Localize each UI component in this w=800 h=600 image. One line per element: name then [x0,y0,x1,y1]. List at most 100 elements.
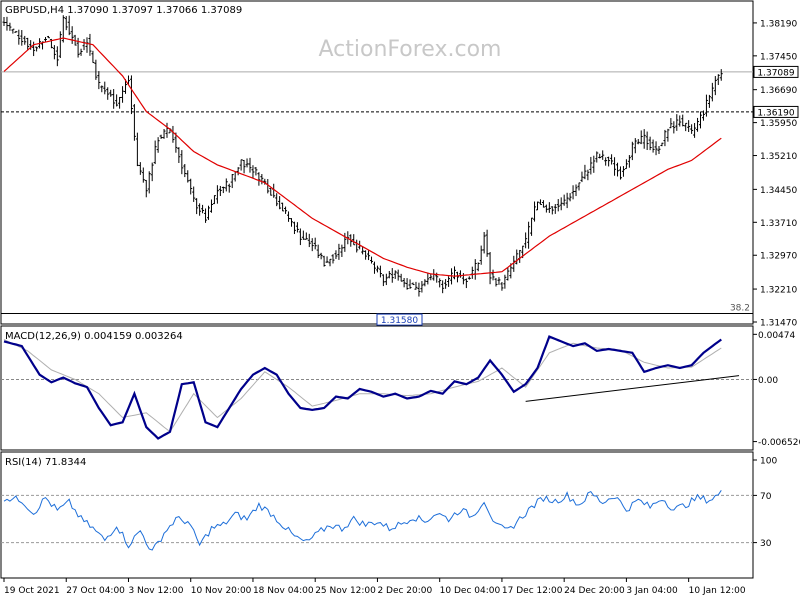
price-bar [215,185,219,204]
price-bar [183,164,187,178]
price-bar [159,134,163,139]
price-bar [562,194,566,206]
price-bar [618,166,622,180]
current-price-box-rect [753,65,799,78]
price-bar [657,146,661,155]
x-tick-label: 2 Dec 20:00 [377,586,432,596]
price-bar [527,221,531,249]
price-bar [132,104,136,141]
price-bar [601,150,605,160]
price-y-axis: 1.38190 1.37450 1.36690 1.35950 1.35210 1.344… [753,19,797,329]
price-bar [257,172,261,186]
price-bar [298,228,302,246]
price-bar [292,221,296,235]
price-bar [583,164,587,180]
price-bar [574,184,578,197]
price-bar [491,269,495,281]
price-tick-label: 1.38190 [760,19,797,29]
price-bar [547,202,551,213]
price-bar [162,129,166,139]
price-bar [381,274,385,287]
price-bar [627,155,631,168]
price-bar [633,138,637,154]
price-bar [503,274,507,289]
price-bar [438,278,442,288]
price-bar [624,159,628,170]
price-bar [704,94,708,117]
price-tick-label: 1.32210 [760,286,797,296]
price-bar [58,31,62,59]
price-bar [538,199,542,205]
x-axis: 19 Oct 2021 27 Oct 04:00 3 Nov 12:00 10 Nov… [3,578,746,596]
price-bar [153,140,157,165]
price-tick-label: 1.37450 [760,52,797,62]
price-tick-label: 1.32970 [760,252,797,262]
price-bar [124,79,128,94]
price-bar [328,258,332,267]
price-bar [224,178,228,192]
price-bar [375,265,379,273]
price-bar [441,280,445,294]
price-bar [690,124,694,134]
price-bar [719,69,723,81]
price-bar [138,162,142,175]
price-bar [684,122,688,132]
price-bar [43,37,47,42]
rsi-tick-label: 30 [760,539,772,549]
price-bar [245,158,249,168]
price-bar [669,118,673,129]
price-bar [147,171,151,194]
price-bar [310,238,314,252]
price-bar [135,132,139,167]
price-bar [242,159,246,174]
rsi-line [3,490,722,551]
price-bar [716,74,720,85]
price-bar [713,76,717,96]
rsi-tick-label: 100 [760,457,777,467]
price-bar [97,71,101,90]
price-bar [325,256,329,263]
price-bar [301,230,305,240]
price-bar [696,117,700,132]
price-bar [26,37,30,51]
price-bar [533,201,537,222]
price-bar [592,155,596,173]
x-tick-label: 19 Oct 2021 [4,586,60,596]
x-tick-label: 25 Nov 12:00 [315,586,376,596]
price-bar [675,114,679,131]
support-price-label: 1.36190 [757,108,794,118]
price-bar [337,243,341,260]
price-bar [500,282,504,291]
price-bar [494,278,498,287]
price-bar [621,166,625,177]
rsi-level-lines [1,494,753,544]
price-bar [530,217,534,236]
price-bar [100,85,104,93]
price-bar [580,171,584,183]
price-bar [186,170,190,183]
price-header: GBPUSD,H4 1.37090 1.37097 1.37066 1.3708… [5,5,242,16]
price-bar [204,208,208,223]
price-bar [17,29,21,45]
support-box-rect [753,105,799,118]
price-bar [648,136,652,151]
price-bar [453,266,457,280]
price-bar [604,157,608,166]
price-bar [577,182,581,191]
price-bar [55,46,59,67]
price-bar [482,231,486,254]
price-bar [586,169,590,181]
price-bar [141,167,145,183]
price-bar [509,263,513,279]
macd-y-axis: 0.00474 0.00 -0.006526 [753,331,800,448]
price-panel: ActionForex.com GBPUSD,H4 1.37090 1.3709… [0,0,799,329]
price-bar [239,159,243,171]
price-bar [488,251,492,285]
rsi-panel: RSI(14) 71.8344 100 70 30 [0,451,777,579]
price-bar [144,179,148,198]
price-bar [411,282,415,286]
price-bar [340,244,344,257]
price-bar [254,167,258,176]
price-bar [364,250,368,260]
price-bar [399,273,403,282]
